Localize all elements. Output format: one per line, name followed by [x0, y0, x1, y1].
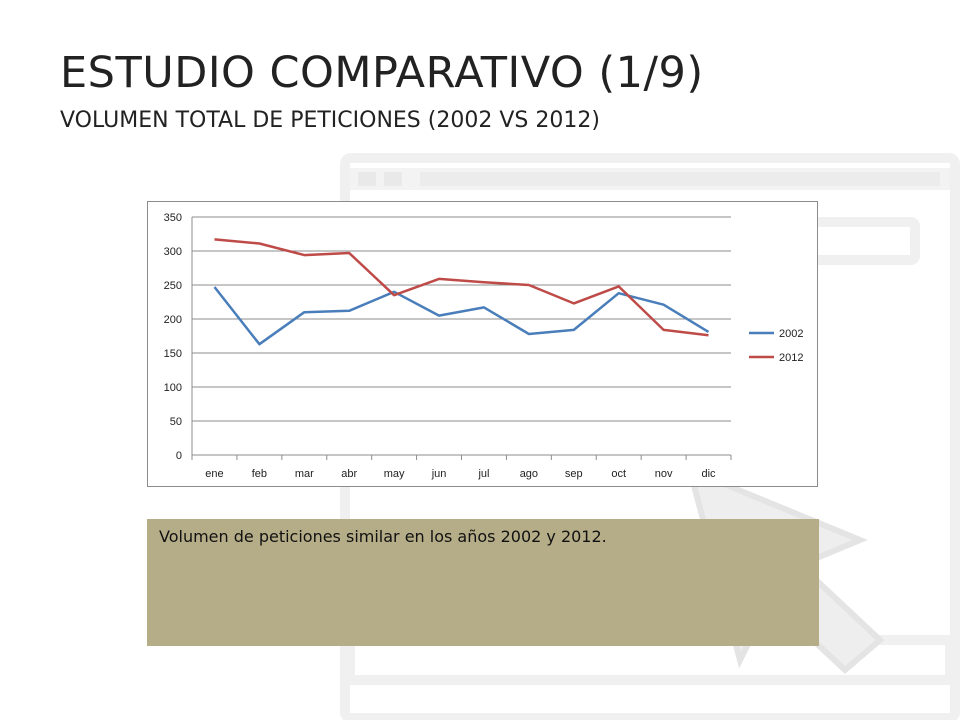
y-tick-label: 0	[176, 450, 182, 462]
y-tick-label: 300	[164, 246, 182, 258]
slide-subtitle: VOLUMEN TOTAL DE PETICIONES (2002 VS 201…	[60, 108, 600, 133]
x-tick-label: dic	[702, 468, 717, 480]
x-tick-label: may	[384, 468, 405, 480]
line-chart: 0 50 100 150 200 250 300 350 ene feb mar abr may jun j…	[164, 212, 804, 480]
x-tick-label: abr	[341, 468, 357, 480]
y-tick-label: 50	[170, 416, 182, 428]
series-line-2002	[213, 286, 710, 346]
y-tick-label: 350	[164, 212, 182, 224]
series-line-2012	[214, 238, 709, 337]
legend-label-2012: 2012	[779, 352, 803, 364]
x-tick-label: ene	[205, 468, 223, 480]
y-tick-label: 150	[164, 348, 182, 360]
x-tick-label: sep	[565, 468, 583, 480]
note-text: Volumen de peticiones similar en los año…	[159, 527, 607, 546]
y-tick-label: 250	[164, 280, 182, 292]
slide-title: ESTUDIO COMPARATIVO (1/9)	[60, 48, 704, 98]
x-tick-label: feb	[252, 468, 267, 480]
legend-label-2002: 2002	[779, 328, 803, 340]
chart-frame: 0 50 100 150 200 250 300 350 ene feb mar abr may jun j…	[147, 201, 818, 487]
x-tick-label: nov	[655, 468, 673, 480]
x-tick-label: jun	[431, 468, 447, 480]
x-tick-label: jul	[477, 468, 489, 480]
note-box: Volumen de peticiones similar en los año…	[147, 519, 819, 646]
x-tick-label: oct	[611, 468, 626, 480]
y-tick-label: 100	[164, 382, 182, 394]
x-tick-label: ago	[520, 468, 538, 480]
x-tick-label: mar	[295, 468, 314, 480]
y-tick-label: 200	[164, 314, 182, 326]
